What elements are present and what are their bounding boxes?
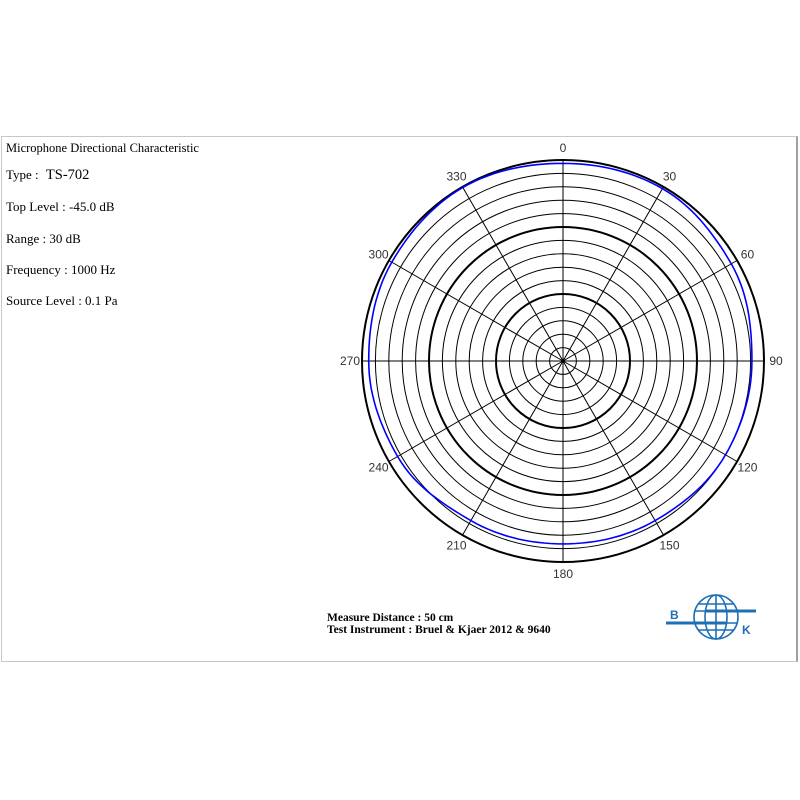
angle-tick-label: 240 bbox=[369, 461, 389, 475]
angle-tick-label: 30 bbox=[663, 170, 677, 184]
angle-tick-label: 60 bbox=[741, 248, 755, 262]
angle-tick-label: 210 bbox=[446, 538, 466, 552]
logo-text-k: K bbox=[742, 623, 751, 637]
spoke-line bbox=[562, 360, 738, 462]
spoke-line bbox=[562, 260, 738, 362]
spoke-line bbox=[388, 260, 564, 362]
logo-text-b: B bbox=[670, 608, 679, 622]
spoke-line bbox=[462, 360, 564, 536]
angle-tick-label: 180 bbox=[553, 567, 573, 581]
type-label: Type : bbox=[6, 167, 39, 182]
range: Range : 30 dB bbox=[6, 231, 81, 246]
type-row: Type : TS-702 bbox=[6, 167, 89, 184]
angle-tick-label: 330 bbox=[446, 170, 466, 184]
top-level: Top Level : -45.0 dB bbox=[6, 199, 115, 214]
angle-tick-label: 150 bbox=[659, 538, 679, 552]
test-instrument: Test Instrument : Bruel & Kjaer 2012 & 9… bbox=[327, 624, 551, 636]
source-level: Source Level : 0.1 Pa bbox=[6, 293, 118, 308]
directivity-curve bbox=[367, 162, 753, 545]
angle-tick-label: 270 bbox=[340, 354, 360, 368]
spoke-line bbox=[388, 360, 564, 462]
angle-tick-label: 0 bbox=[560, 141, 567, 155]
type-value: TS-702 bbox=[45, 167, 90, 183]
bk-logo: B K bbox=[666, 594, 756, 640]
angle-tick-label: 120 bbox=[737, 461, 757, 475]
angle-tick-label: 300 bbox=[369, 248, 389, 262]
measure-distance: Measure Distance : 50 cm bbox=[327, 612, 454, 624]
angle-tick-label: 90 bbox=[769, 354, 783, 368]
chart-title: Microphone Directional Characteristic bbox=[6, 141, 199, 155]
spoke-line bbox=[562, 186, 664, 362]
spoke-line bbox=[562, 360, 664, 536]
chart-panel bbox=[1, 136, 798, 662]
frequency: Frequency : 1000 Hz bbox=[6, 262, 116, 277]
center-dot bbox=[561, 359, 565, 363]
spoke-line bbox=[462, 186, 564, 362]
